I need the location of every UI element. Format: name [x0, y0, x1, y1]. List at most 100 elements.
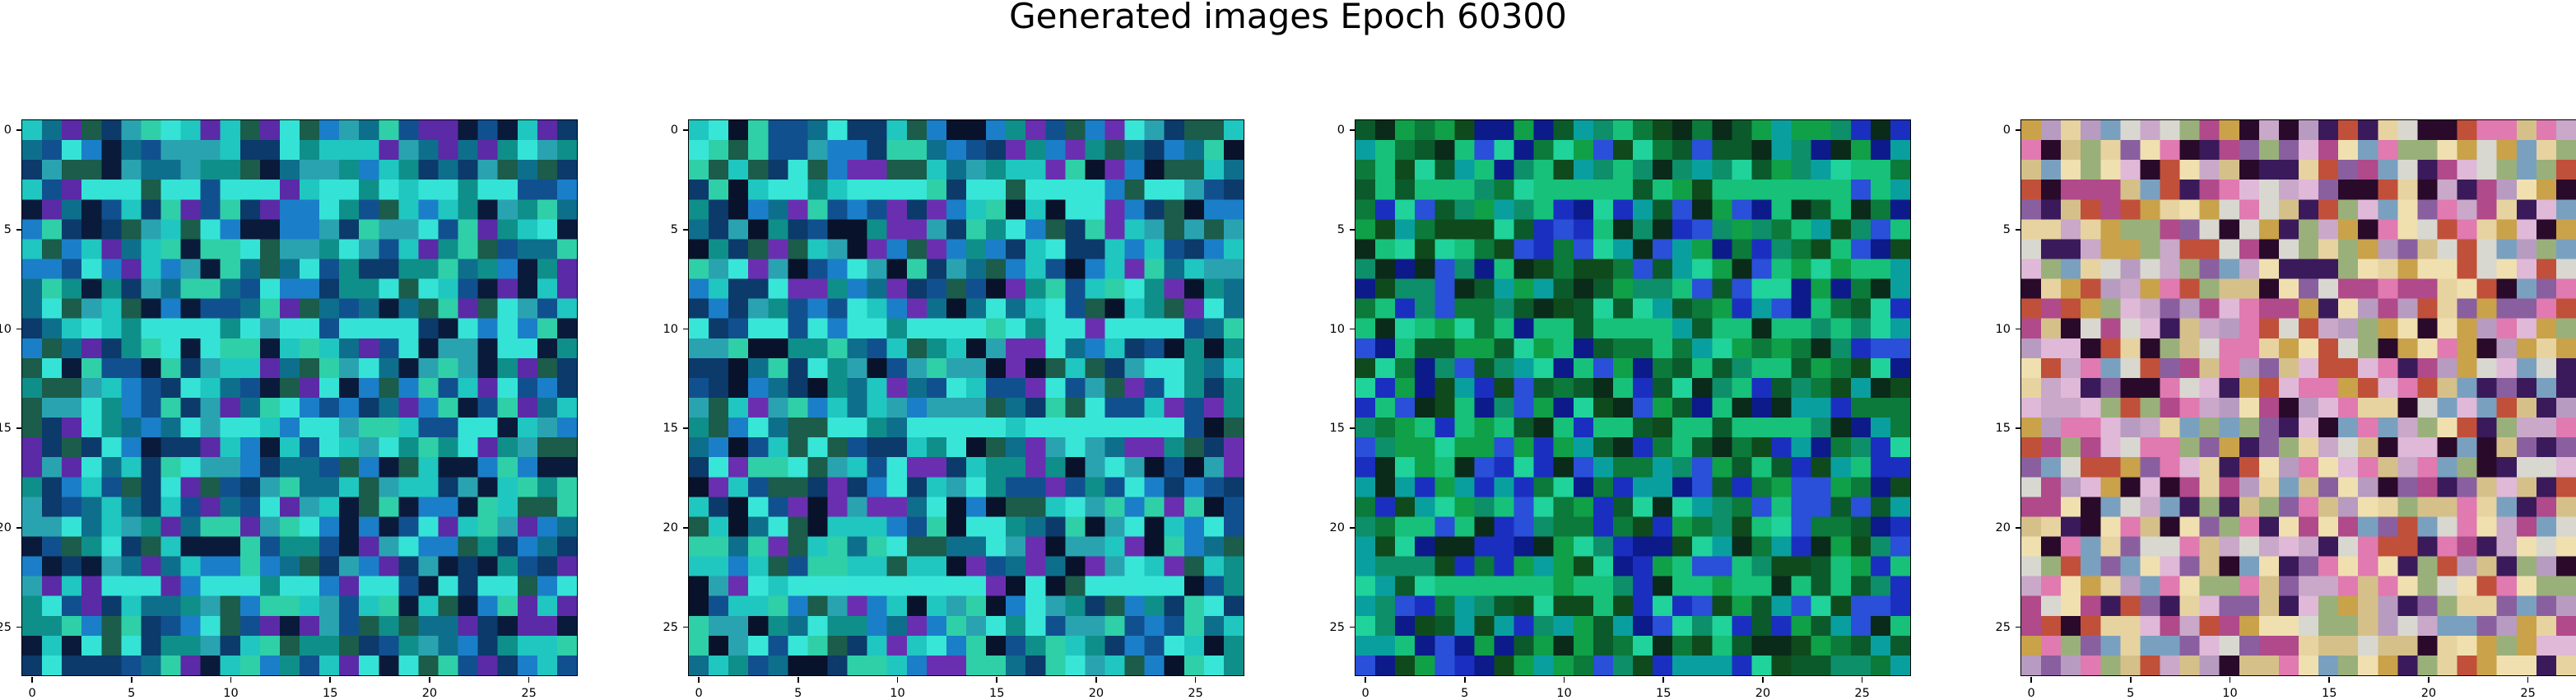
x-tick-label: 15	[2321, 687, 2337, 700]
y-tick-mark	[2016, 527, 2021, 529]
y-tick-label: 25	[663, 620, 678, 634]
y-tick-mark	[2016, 328, 2021, 330]
y-tick-label: 5	[3, 222, 12, 236]
generated-image-2	[689, 120, 1244, 675]
x-tick-mark	[130, 677, 133, 683]
y-tick-label: 20	[0, 520, 12, 534]
y-tick-mark	[683, 129, 689, 131]
x-tick-mark	[996, 677, 997, 683]
y-tick-mark	[1350, 228, 1355, 231]
x-tick-mark	[2428, 677, 2430, 683]
x-tick-mark	[1365, 677, 1366, 683]
y-tick-label: 0	[670, 124, 678, 138]
x-tick-label: 10	[890, 687, 905, 700]
generated-image-panel-2: 0 5 10 15 20 25 0 5 10 15 20 25	[663, 119, 1244, 700]
x-tick-label: 5	[1461, 687, 1469, 700]
y-tick-mark	[2016, 129, 2021, 131]
y-tick-mark	[2016, 228, 2021, 231]
x-tick-mark	[698, 677, 700, 683]
x-tick-label: 20	[1755, 687, 1771, 700]
x-tick-mark	[528, 677, 530, 683]
x-tick-label: 20	[2420, 687, 2437, 700]
x-tick-label: 10	[1556, 687, 1572, 700]
y-tick-mark	[1350, 626, 1355, 628]
y-tick-label: 0	[3, 124, 12, 138]
generated-image-1	[22, 120, 577, 675]
figure-title: Generated images Epoch 60300	[1009, 0, 1567, 36]
x-tick-label: 0	[28, 687, 36, 700]
y-tick-label: 15	[663, 422, 678, 436]
y-tick-mark	[683, 626, 689, 628]
x-tick-label: 20	[1088, 687, 1104, 700]
y-tick-mark	[2016, 427, 2021, 429]
x-tick-label: 25	[521, 687, 537, 700]
x-tick-label: 0	[1361, 687, 1369, 700]
x-tick-label: 25	[1854, 687, 1870, 700]
x-tick-label: 0	[695, 687, 703, 700]
x-tick-mark	[1662, 677, 1664, 683]
x-tick-mark	[2129, 677, 2132, 683]
x-tick-label: 15	[322, 687, 338, 700]
y-tick-label: 10	[663, 322, 678, 336]
y-tick-label: 15	[0, 422, 12, 436]
generated-image-panel-1: 0 5 10 15 20 25 0 5 10 15 20 25	[0, 119, 578, 700]
y-tick-mark	[683, 328, 689, 330]
y-tick-label: 5	[2002, 222, 2011, 236]
y-tick-label: 25	[1329, 620, 1345, 634]
generated-image-panel-4: 0 5 10 15 20 25 0 5 10 15 20 25	[1996, 119, 2576, 700]
y-tick-mark	[16, 328, 22, 330]
y-tick-label: 10	[1995, 322, 2011, 336]
x-tick-label: 25	[1188, 687, 1203, 700]
x-tick-mark	[1563, 677, 1565, 683]
x-tick-mark	[2229, 677, 2231, 683]
y-tick-label: 20	[1329, 520, 1345, 534]
generated-image-panel-3: 0 5 10 15 20 25 0 5 10 15 20 25	[1330, 119, 1911, 700]
y-tick-mark	[683, 527, 689, 529]
x-tick-mark	[2030, 677, 2032, 683]
y-tick-label: 25	[0, 620, 12, 634]
x-tick-label: 10	[223, 687, 239, 700]
x-tick-mark	[2328, 677, 2330, 683]
x-tick-label: 15	[1655, 687, 1672, 700]
x-tick-mark	[329, 677, 331, 683]
y-tick-label: 10	[0, 322, 12, 336]
x-tick-mark	[1762, 677, 1764, 683]
x-tick-label: 15	[988, 687, 1005, 700]
y-tick-label: 25	[1995, 620, 2011, 634]
y-tick-mark	[16, 527, 22, 529]
y-tick-mark	[16, 427, 22, 429]
x-tick-mark	[896, 677, 899, 683]
y-tick-label: 5	[670, 222, 678, 236]
x-tick-mark	[1194, 677, 1197, 683]
x-tick-mark	[1095, 677, 1097, 683]
x-tick-mark	[2527, 677, 2529, 683]
generated-image-3	[1355, 120, 1910, 675]
y-tick-label: 15	[1329, 422, 1345, 436]
y-tick-mark	[1350, 328, 1355, 330]
y-tick-mark	[16, 228, 22, 231]
x-tick-mark	[230, 677, 232, 683]
y-tick-label: 5	[1337, 222, 1345, 236]
x-tick-label: 5	[794, 687, 802, 700]
x-tick-mark	[1463, 677, 1466, 683]
x-tick-mark	[1861, 677, 1863, 683]
y-tick-mark	[16, 129, 22, 131]
x-tick-label: 25	[2520, 687, 2536, 700]
y-tick-mark	[683, 427, 689, 429]
y-tick-mark	[2016, 626, 2021, 628]
generated-image-4	[2021, 120, 2576, 675]
y-tick-label: 10	[1329, 322, 1345, 336]
y-tick-mark	[1350, 129, 1355, 131]
x-tick-mark	[31, 677, 33, 683]
y-tick-mark	[16, 626, 22, 628]
x-tick-label: 20	[421, 687, 438, 700]
x-tick-mark	[797, 677, 799, 683]
x-tick-mark	[429, 677, 430, 683]
y-tick-mark	[683, 228, 689, 231]
y-tick-label: 0	[2002, 124, 2011, 138]
y-tick-label: 15	[1995, 422, 2011, 436]
y-tick-mark	[1350, 427, 1355, 429]
y-tick-mark	[1350, 527, 1355, 529]
x-tick-label: 5	[2127, 687, 2135, 700]
x-tick-label: 0	[2027, 687, 2035, 700]
